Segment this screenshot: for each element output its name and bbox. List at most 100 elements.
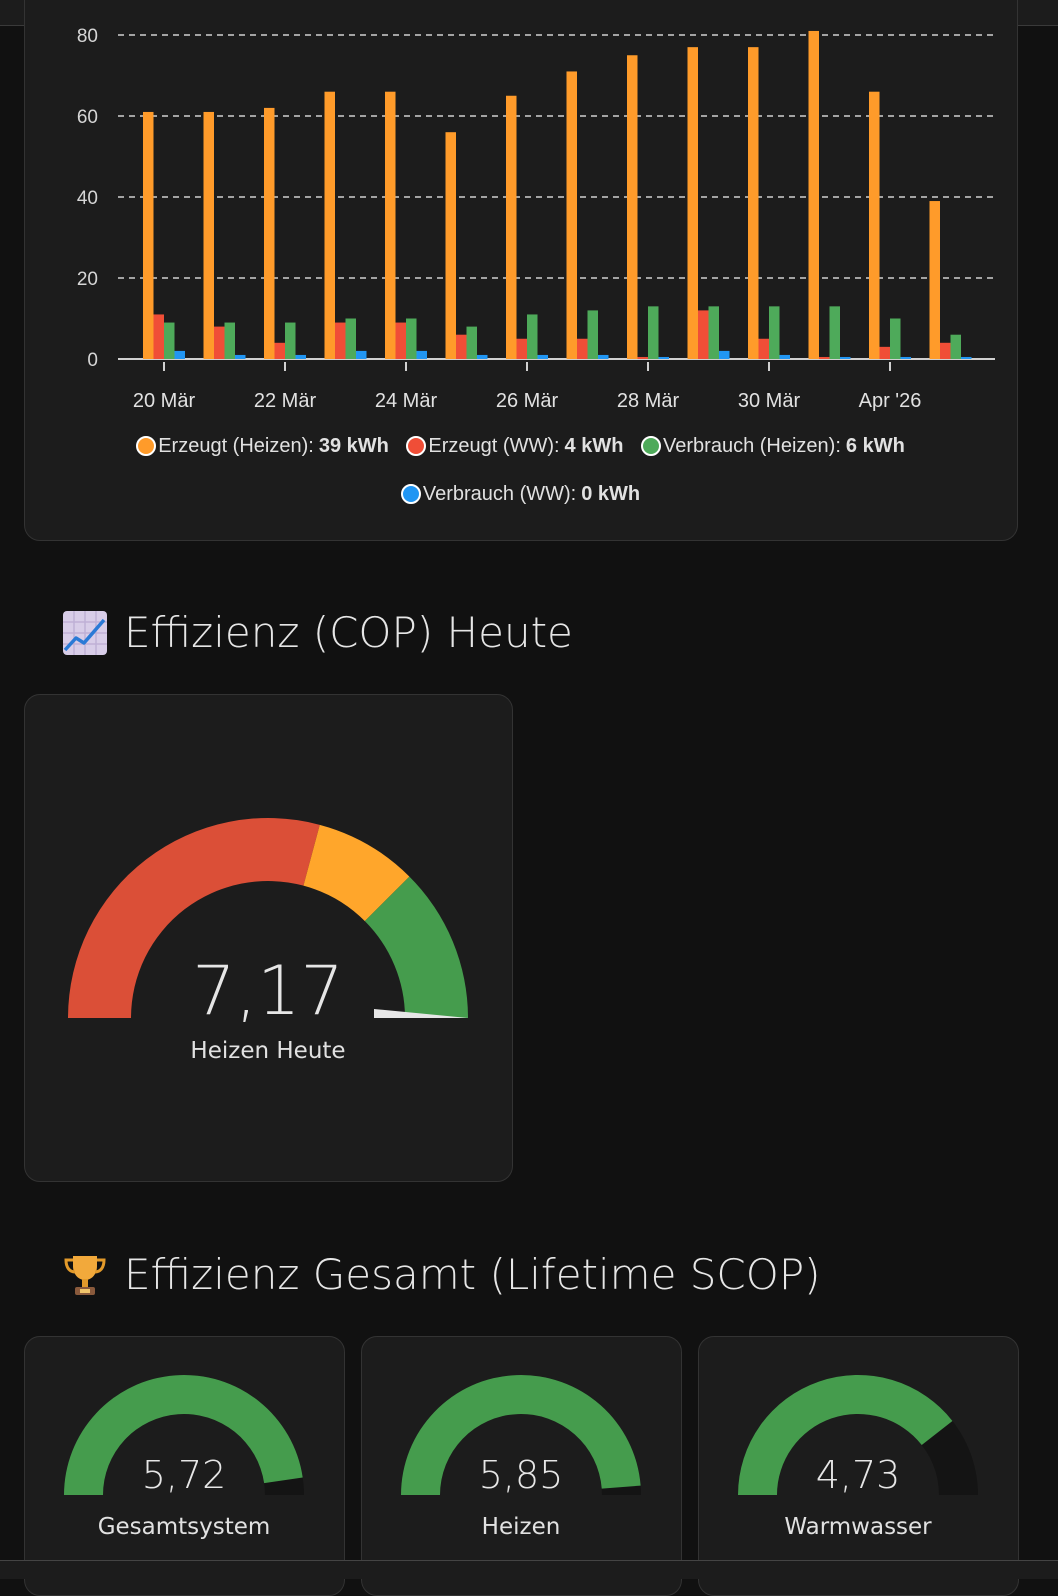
scop-section-title: Effizienz Gesamt (Lifetime SCOP) <box>62 1250 821 1299</box>
bar-erzeugt-heizen--2 <box>264 107 275 360</box>
y-tick-label: 40 <box>77 188 98 209</box>
bar-verbrauch-ww--0 <box>174 350 185 359</box>
energy-bar-chart: 0 20 40 60 80 20 Mär 22 Mär 24 Mär 26 Mär 28 Mär 3… <box>77 26 995 412</box>
bar-verbrauch-ww--5 <box>477 354 488 359</box>
legend-dot <box>406 436 427 456</box>
bar-erzeugt-ww--12 <box>879 346 890 359</box>
bar-verbrauch-heizen--4 <box>406 318 417 359</box>
y-tick-label: 80 <box>77 26 98 47</box>
legend-value: 6 kWh <box>845 435 905 457</box>
legend-value: 4 kWh <box>564 435 624 457</box>
bar-erzeugt-ww--13 <box>940 342 951 359</box>
bar-erzeugt-ww--0 <box>153 314 164 359</box>
bar-erzeugt-ww--3 <box>335 322 346 359</box>
bar-erzeugt-ww--4 <box>395 322 406 359</box>
legend-item-verbrauch-ww[interactable]: Verbrauch (WW): 0 kWh <box>400 472 641 516</box>
chart-increasing-icon <box>63 610 107 655</box>
bar-erzeugt-heizen--4 <box>385 91 396 359</box>
bar-verbrauch-ww--12 <box>900 356 911 359</box>
bar-verbrauch-heizen--11 <box>829 306 840 359</box>
bar-verbrauch-ww--1 <box>235 354 246 359</box>
bar-erzeugt-heizen--8 <box>627 55 638 359</box>
bar-verbrauch-heizen--10 <box>769 306 780 359</box>
x-tick-label: 22 Mär <box>254 390 317 412</box>
bar-verbrauch-heizen--8 <box>648 306 659 359</box>
cop-gauge-card[interactable] <box>24 694 513 1182</box>
bar-erzeugt-heizen--12 <box>869 91 880 359</box>
bar-erzeugt-heizen--3 <box>324 91 335 359</box>
legend-dot <box>641 436 662 456</box>
bar-verbrauch-heizen--1 <box>224 322 235 359</box>
bar-verbrauch-heizen--3 <box>345 318 356 359</box>
legend-value: 0 kWh <box>581 483 641 505</box>
x-tick-label: Apr '26 <box>859 390 922 412</box>
bar-verbrauch-ww--4 <box>416 350 427 359</box>
legend-dot <box>136 436 157 456</box>
bar-verbrauch-ww--9 <box>719 350 730 359</box>
y-tick-label: 60 <box>77 107 98 128</box>
bar-erzeugt-ww--11 <box>819 356 830 359</box>
legend-label: Verbrauch (Heizen): <box>663 435 841 457</box>
chart-legend: Erzeugt (Heizen): 39 kWh Erzeugt (WW): 4 k… <box>24 424 1017 520</box>
bar-erzeugt-ww--2 <box>274 342 285 359</box>
legend-label: Erzeugt (Heizen): <box>158 435 314 457</box>
bar-erzeugt-ww--6 <box>516 338 527 359</box>
bar-verbrauch-ww--3 <box>356 350 367 359</box>
bar-verbrauch-ww--13 <box>961 356 972 359</box>
bar-erzeugt-heizen--1 <box>203 111 214 359</box>
bottom-bar <box>0 1560 1058 1579</box>
bar-verbrauch-heizen--13 <box>950 334 961 359</box>
bar-erzeugt-ww--5 <box>456 334 467 359</box>
bar-verbrauch-ww--7 <box>598 354 609 359</box>
bar-verbrauch-heizen--9 <box>708 306 719 359</box>
scop-gauge-value: 5,72 <box>141 1453 227 1497</box>
bar-verbrauch-ww--6 <box>537 354 548 359</box>
bar-verbrauch-ww--10 <box>779 354 790 359</box>
scop-gauge-label: Gesamtsystem <box>97 1514 271 1540</box>
x-tick-label: 28 Mär <box>617 390 680 412</box>
bar-erzeugt-heizen--5 <box>445 132 456 359</box>
legend-dot <box>400 484 421 504</box>
y-tick-label: 20 <box>77 269 98 290</box>
bar-verbrauch-ww--8 <box>658 356 669 359</box>
bar-erzeugt-heizen--0 <box>143 111 154 359</box>
x-tick-label: 30 Mär <box>738 390 801 412</box>
x-tick-label: 26 Mär <box>496 390 559 412</box>
cop-gauge-value: 7,17 <box>192 952 344 1031</box>
bar-erzeugt-heizen--11 <box>808 30 819 359</box>
legend-item-verbrauch-heizen[interactable]: Verbrauch (Heizen): 6 kWh <box>641 424 905 468</box>
cop-gauge-label: Heizen Heute <box>190 1038 346 1064</box>
x-tick-label: 24 Mär <box>375 390 438 412</box>
legend-item-erzeugt-ww[interactable]: Erzeugt (WW): 4 kWh <box>406 424 623 468</box>
bar-verbrauch-ww--11 <box>840 356 851 359</box>
bar-verbrauch-heizen--6 <box>527 314 538 359</box>
bar-erzeugt-heizen--10 <box>748 47 759 360</box>
legend-value: 39 kWh <box>318 435 389 457</box>
cop-section-title: Effizienz (COP) Heute <box>62 608 573 657</box>
bar-verbrauch-heizen--2 <box>285 322 296 359</box>
bar-erzeugt-heizen--7 <box>566 71 577 359</box>
scop-title-text: Effizienz Gesamt (Lifetime SCOP) <box>124 1250 821 1299</box>
x-tick-label: 20 Mär <box>133 390 196 412</box>
bar-verbrauch-heizen--5 <box>466 326 477 359</box>
scop-gauge-label: Heizen <box>481 1514 561 1540</box>
bar-verbrauch-ww--2 <box>295 354 306 359</box>
bar-erzeugt-ww--9 <box>698 310 709 359</box>
bar-erzeugt-ww--8 <box>637 356 648 359</box>
legend-label: Erzeugt (WW): <box>428 435 560 457</box>
bar-erzeugt-ww--7 <box>577 338 588 359</box>
bar-erzeugt-heizen--6 <box>506 95 517 359</box>
bar-erzeugt-ww--10 <box>758 338 769 359</box>
bar-erzeugt-heizen--9 <box>687 47 698 360</box>
bar-verbrauch-heizen--7 <box>587 310 598 359</box>
bar-erzeugt-ww--1 <box>214 326 225 359</box>
energy-chart-card <box>24 0 1018 541</box>
scop-gauge-value: 4,73 <box>815 1453 901 1497</box>
bar-verbrauch-heizen--12 <box>890 318 901 359</box>
legend-item-erzeugt-heizen[interactable]: Erzeugt (Heizen): 39 kWh <box>136 424 389 468</box>
scop-gauge-value: 5,85 <box>478 1453 564 1497</box>
bar-verbrauch-heizen--0 <box>164 322 175 359</box>
legend-label: Verbrauch (WW): <box>422 483 577 505</box>
trophy-icon <box>64 1255 106 1295</box>
y-tick-label: 0 <box>87 350 98 371</box>
